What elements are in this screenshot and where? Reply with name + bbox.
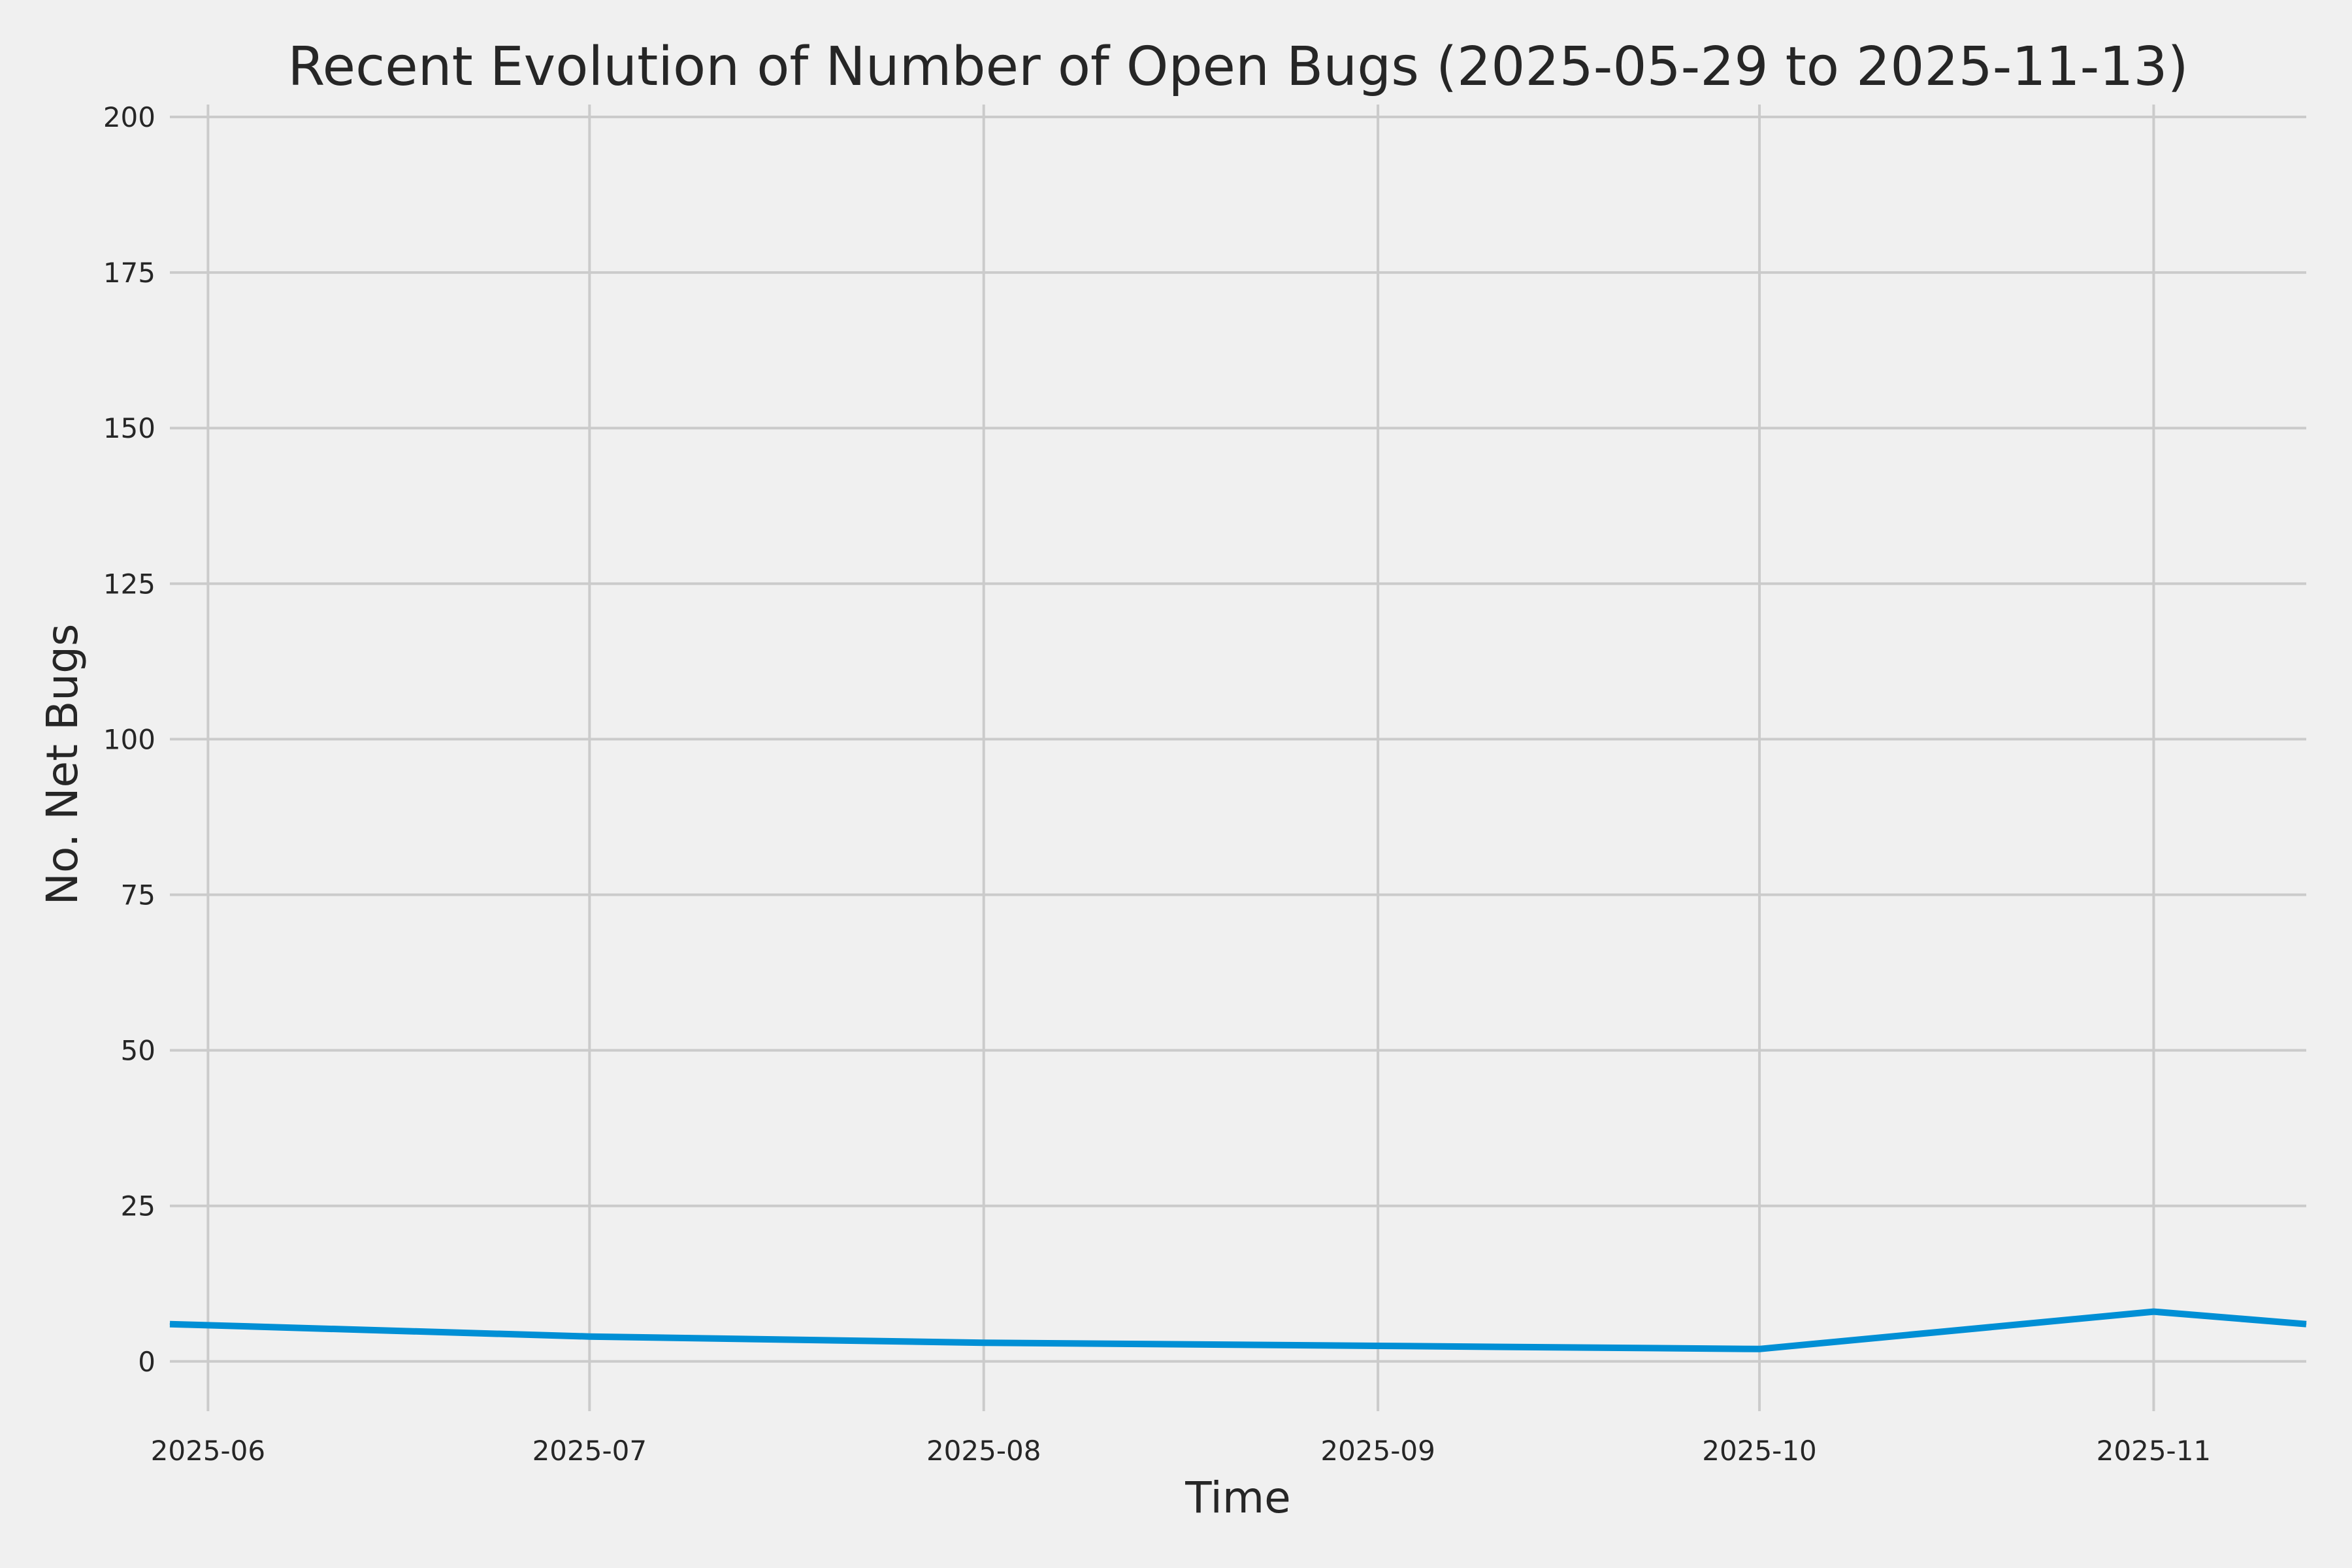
x-tick-label: 2025-11 bbox=[2097, 1435, 2212, 1467]
data-point bbox=[1759, 1348, 1760, 1350]
y-axis-ticks: 0 25 50 75 100 125 150 175 200 bbox=[103, 101, 155, 1378]
x-tick-label: 2025-06 bbox=[151, 1435, 266, 1467]
y-tick-label: 100 bbox=[103, 723, 155, 755]
data-point bbox=[2153, 1311, 2154, 1313]
x-tick-label: 2025-10 bbox=[1702, 1435, 1817, 1467]
y-tick-label: 200 bbox=[103, 101, 155, 133]
x-axis-ticks: 2025-06 2025-07 2025-08 2025-09 2025-10 2025-… bbox=[151, 1435, 2212, 1467]
y-tick-label: 75 bbox=[121, 879, 155, 911]
y-tick-label: 125 bbox=[103, 568, 155, 600]
data-point bbox=[1377, 1345, 1379, 1347]
x-tick-label: 2025-08 bbox=[926, 1435, 1041, 1467]
y-tick-label: 50 bbox=[121, 1035, 155, 1067]
data-point bbox=[589, 1336, 590, 1337]
x-tick-label: 2025-09 bbox=[1320, 1435, 1435, 1467]
y-tick-label: 175 bbox=[103, 257, 155, 289]
x-tick-label: 2025-07 bbox=[532, 1435, 647, 1467]
y-tick-label: 0 bbox=[138, 1346, 155, 1378]
grid bbox=[170, 105, 2306, 1411]
x-axis-label: Time bbox=[1184, 1473, 1291, 1523]
chart-title: Recent Evolution of Number of Open Bugs … bbox=[287, 36, 2188, 98]
y-tick-label: 150 bbox=[103, 412, 155, 444]
y-tick-label: 25 bbox=[121, 1190, 155, 1222]
series-layer bbox=[169, 1308, 2307, 1352]
y-axis-label: No. Net Bugs bbox=[37, 624, 88, 906]
